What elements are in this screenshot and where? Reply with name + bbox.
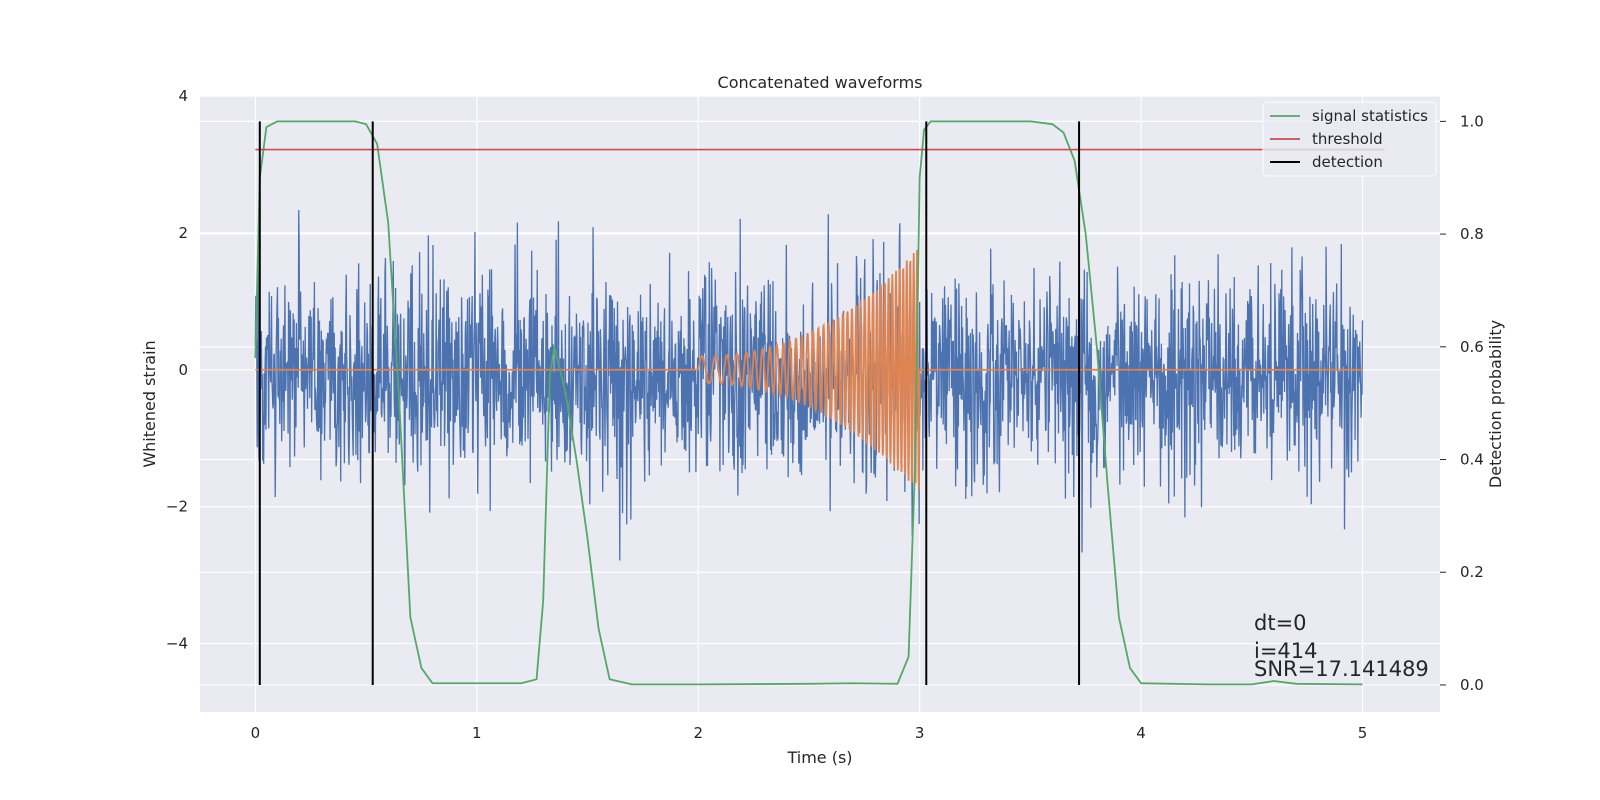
legend-label-detection: detection bbox=[1312, 153, 1383, 171]
x-tick-label: 3 bbox=[915, 724, 925, 742]
y2-tick-label: 0.0 bbox=[1460, 676, 1484, 694]
y2-tick-label: 0.4 bbox=[1460, 451, 1484, 469]
series-signal-statistics bbox=[254, 120, 1363, 686]
x-tick-label: 5 bbox=[1358, 724, 1368, 742]
chart-title: Concatenated waveforms bbox=[718, 73, 923, 92]
legend-box bbox=[1262, 101, 1437, 177]
x-tick-label: 1 bbox=[472, 724, 482, 742]
y2-axis-label: Detection probability bbox=[1486, 320, 1505, 488]
y-tick-label: 2 bbox=[178, 224, 188, 242]
y2-tick-label: 1.0 bbox=[1460, 112, 1484, 130]
x-tick-label: 4 bbox=[1136, 724, 1146, 742]
y-axis-label: Whitened strain bbox=[140, 340, 159, 467]
y-tick-label: 0 bbox=[178, 361, 188, 379]
y-tick-label: −4 bbox=[166, 635, 188, 653]
legend-label-threshold: threshold bbox=[1312, 130, 1383, 148]
annotation-index: i=414 bbox=[1254, 639, 1318, 663]
annotation-snr: SNR=17.141489 bbox=[1254, 657, 1429, 681]
y2-tick-label: 0.8 bbox=[1460, 225, 1484, 243]
legend-label-signal-statistics: signal statistics bbox=[1312, 107, 1428, 125]
tick-labels: 0 1 2 3 4 5 −4 −2 0 2 4 0.0 0.2 0.4 0.6 0.8 1.0 bbox=[166, 87, 1484, 742]
x-tick-label: 2 bbox=[693, 724, 703, 742]
y2-tick-label: 0.6 bbox=[1460, 338, 1484, 356]
y-tick-label: 4 bbox=[178, 87, 188, 105]
y2-tick-label: 0.2 bbox=[1460, 563, 1484, 581]
legend: signal statistics threshold detection bbox=[1262, 101, 1437, 177]
series-template bbox=[255, 249, 1363, 490]
annotation-dt: dt=0 bbox=[1254, 611, 1307, 635]
y-tick-label: −2 bbox=[166, 498, 188, 516]
plot-area bbox=[254, 120, 1385, 686]
x-axis-label: Time (s) bbox=[786, 748, 852, 767]
x-tick-label: 0 bbox=[251, 724, 261, 742]
